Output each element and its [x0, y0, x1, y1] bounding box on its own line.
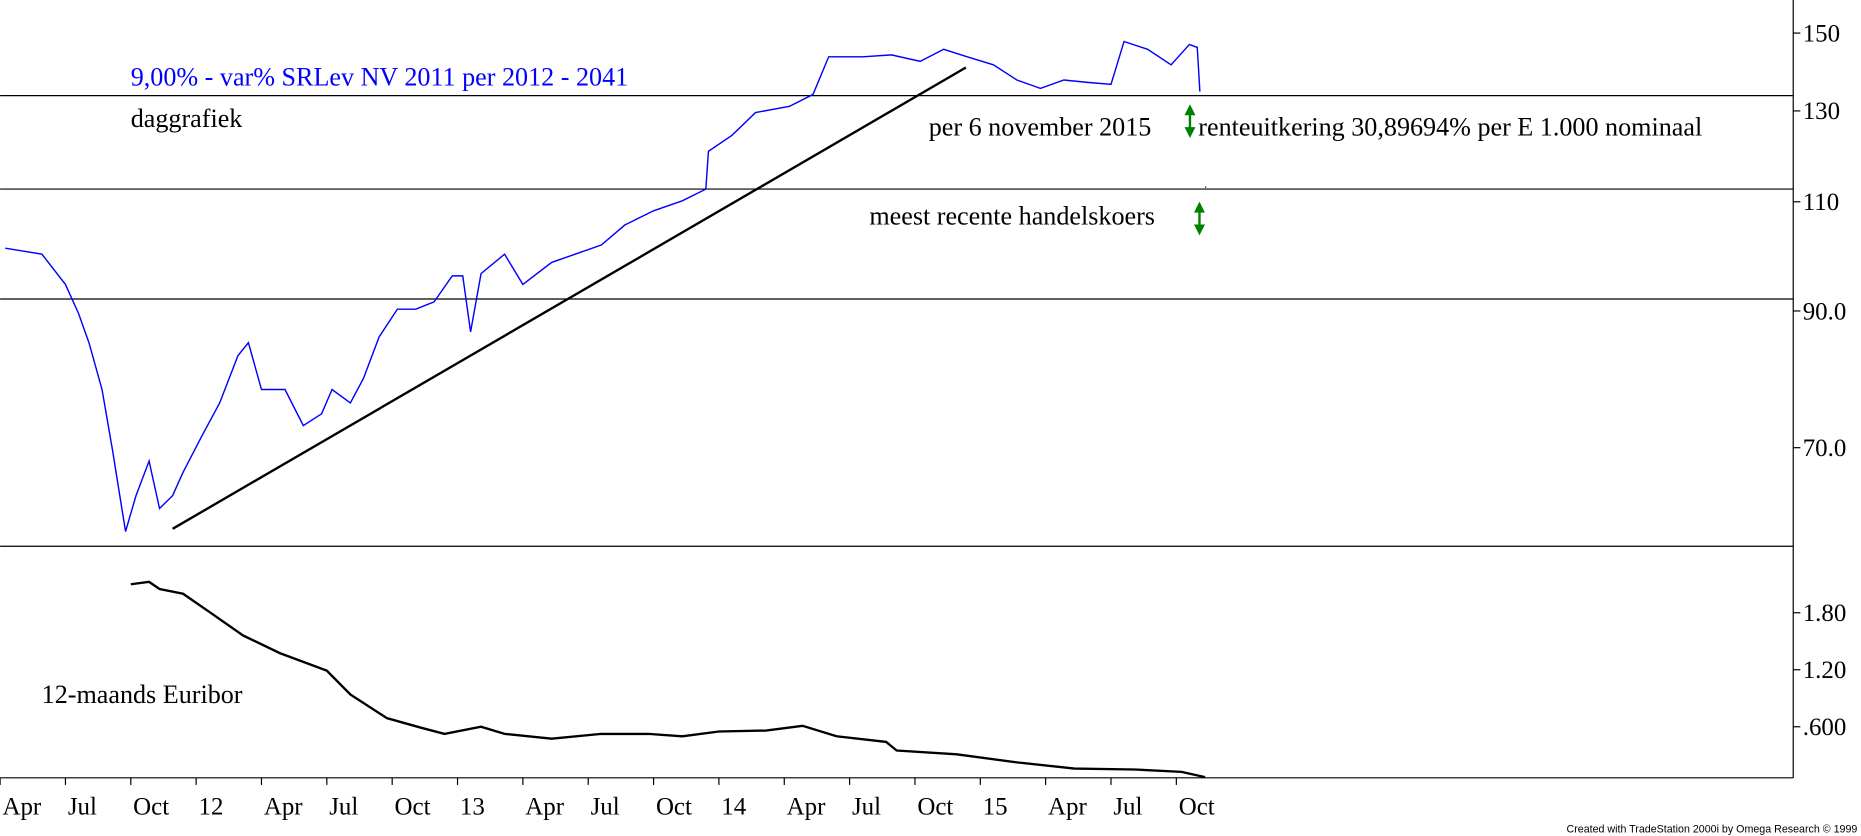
y-tick-label: 110: [1803, 189, 1839, 216]
arrows: [1184, 104, 1205, 236]
data-line: [5, 40, 1201, 532]
annotation: per 6 november 2015: [929, 112, 1152, 141]
x-tick-label: Oct: [656, 794, 692, 821]
x-tick-label: Jul: [329, 794, 358, 821]
x-tick-label: Apr: [264, 794, 303, 821]
chart-title: 9,00% - var% SRLev NV 2011 per 2012 - 20…: [131, 63, 628, 92]
x-tick-label: Apr: [787, 794, 826, 821]
x-tick-label: Oct: [917, 794, 953, 821]
y-tick-label: 90.0: [1803, 298, 1847, 325]
x-tick-label: 12: [199, 794, 224, 821]
x-tick-label: Oct: [395, 794, 431, 821]
trend-line: [172, 66, 967, 530]
y-tick-label: 70.0: [1803, 435, 1847, 462]
x-tick-label: 15: [983, 794, 1008, 821]
y-tick-label: 130: [1803, 98, 1840, 125]
y-tick-label: 150: [1803, 20, 1840, 47]
annotation: meest recente handelskoers: [869, 201, 1155, 230]
subtitle: daggrafiek: [131, 104, 244, 133]
annotation: renteuitkering 30,89694% per E 1.000 nom…: [1198, 112, 1702, 141]
y-tick-label: .600: [1803, 714, 1847, 741]
x-tick-label: Jul: [68, 794, 97, 821]
x-tick-label: Jul: [852, 794, 881, 821]
y-tick-label: 1.80: [1803, 600, 1847, 627]
x-tick-label: 14: [721, 794, 746, 821]
x-tick-label: 13: [460, 794, 485, 821]
footer: Created with TradeStation 2000i by Omega…: [1567, 823, 1858, 835]
x-tick-label: Jul: [591, 794, 620, 821]
data-line: [130, 580, 1206, 779]
x-tick-label: Apr: [1048, 794, 1087, 821]
x-tick-label: Jul: [1113, 794, 1142, 821]
x-tick-label: Oct: [133, 794, 169, 821]
x-tick-label: Apr: [2, 794, 41, 821]
x-tick-label: Oct: [1179, 794, 1215, 821]
panel-title: 12-maands Euribor: [42, 680, 243, 709]
x-tick-label: Apr: [525, 794, 564, 821]
y-tick-label: 1.20: [1803, 657, 1847, 684]
